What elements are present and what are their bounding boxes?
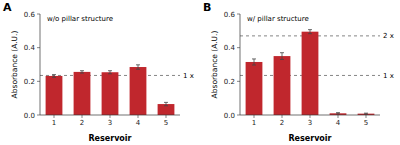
panel-label: B	[203, 1, 211, 14]
error-bar	[136, 65, 140, 69]
x-tick	[310, 115, 311, 118]
x-tick-label: 3	[108, 119, 112, 127]
y-tick-label: 0.0	[224, 112, 235, 120]
x-axis-label: Reservoir	[88, 134, 131, 143]
x-tick	[110, 115, 111, 118]
x-tick-label: 2	[280, 119, 284, 127]
bar	[130, 67, 147, 115]
bar	[302, 32, 319, 115]
bar	[74, 72, 91, 115]
x-tick	[366, 115, 367, 118]
x-tick	[82, 115, 83, 118]
chart: 0.0 0.2 0.4 0.6 1 x 1 2 3 4 5 Reservoir Absorbance …	[0, 0, 400, 145]
reference-label: 1 x	[183, 72, 194, 80]
error-bar	[164, 102, 168, 105]
x-tick	[338, 115, 339, 118]
plot-area	[40, 65, 180, 115]
y-tick	[237, 115, 240, 116]
reference-label: 2 x	[383, 32, 394, 40]
y-axis-label: Absorbance (A.U.)	[210, 31, 219, 99]
bar	[274, 56, 291, 115]
error-bar	[80, 71, 84, 73]
x-tick-label: 2	[80, 119, 84, 127]
bar	[246, 62, 263, 115]
x-tick	[54, 115, 55, 118]
panel-label: A	[3, 1, 12, 14]
y-tick-label: 0.0	[24, 112, 35, 120]
error-bar	[336, 113, 340, 114]
error-bar	[252, 59, 256, 65]
error-bar	[52, 75, 56, 78]
title: w/ pillar structure	[247, 15, 309, 23]
y-tick	[237, 81, 240, 82]
reference-label: 1 x	[383, 72, 394, 80]
y-axis-label: Absorbance (A.U.)	[10, 31, 19, 99]
y-tick	[37, 81, 40, 82]
y-axis	[240, 14, 241, 115]
x-axis-label: Reservoir	[288, 134, 331, 143]
x-tick	[282, 115, 283, 118]
x-tick	[166, 115, 167, 118]
y-tick-label: 0.4	[224, 44, 236, 52]
y-tick-label: 0.6	[24, 11, 36, 19]
y-tick	[237, 47, 240, 48]
x-tick-label: 4	[136, 119, 141, 127]
bar	[46, 76, 63, 115]
title: w/o pillar structure	[47, 15, 113, 23]
y-tick-label: 0.2	[24, 78, 35, 86]
y-tick	[237, 14, 240, 15]
x-tick-label: 1	[52, 119, 56, 127]
y-tick-label: 0.2	[224, 78, 235, 86]
x-tick-label: 1	[252, 119, 256, 127]
x-tick	[254, 115, 255, 118]
error-bar	[364, 113, 368, 114]
bar	[102, 72, 119, 115]
y-tick	[37, 115, 40, 116]
y-tick-label: 0.4	[24, 44, 36, 52]
x-tick-label: 4	[336, 119, 341, 127]
x-tick-label: 5	[364, 119, 368, 127]
y-tick	[37, 14, 40, 15]
panel: 0.0 0.2 0.4 0.6 1 x 2 x 1 2 3 4 5 Reservoir Absorban…	[203, 1, 394, 143]
y-axis	[40, 14, 41, 115]
plot-area	[240, 30, 380, 115]
panel: 0.0 0.2 0.4 0.6 1 x 1 2 3 4 5 Reservoir Absorbance …	[3, 1, 194, 143]
x-tick-label: 5	[164, 119, 168, 127]
error-bar	[280, 53, 284, 60]
error-bar	[308, 30, 312, 34]
y-tick-label: 0.6	[224, 11, 236, 19]
error-bar	[108, 71, 112, 74]
x-tick-label: 3	[308, 119, 312, 127]
y-tick	[37, 47, 40, 48]
x-tick	[138, 115, 139, 118]
